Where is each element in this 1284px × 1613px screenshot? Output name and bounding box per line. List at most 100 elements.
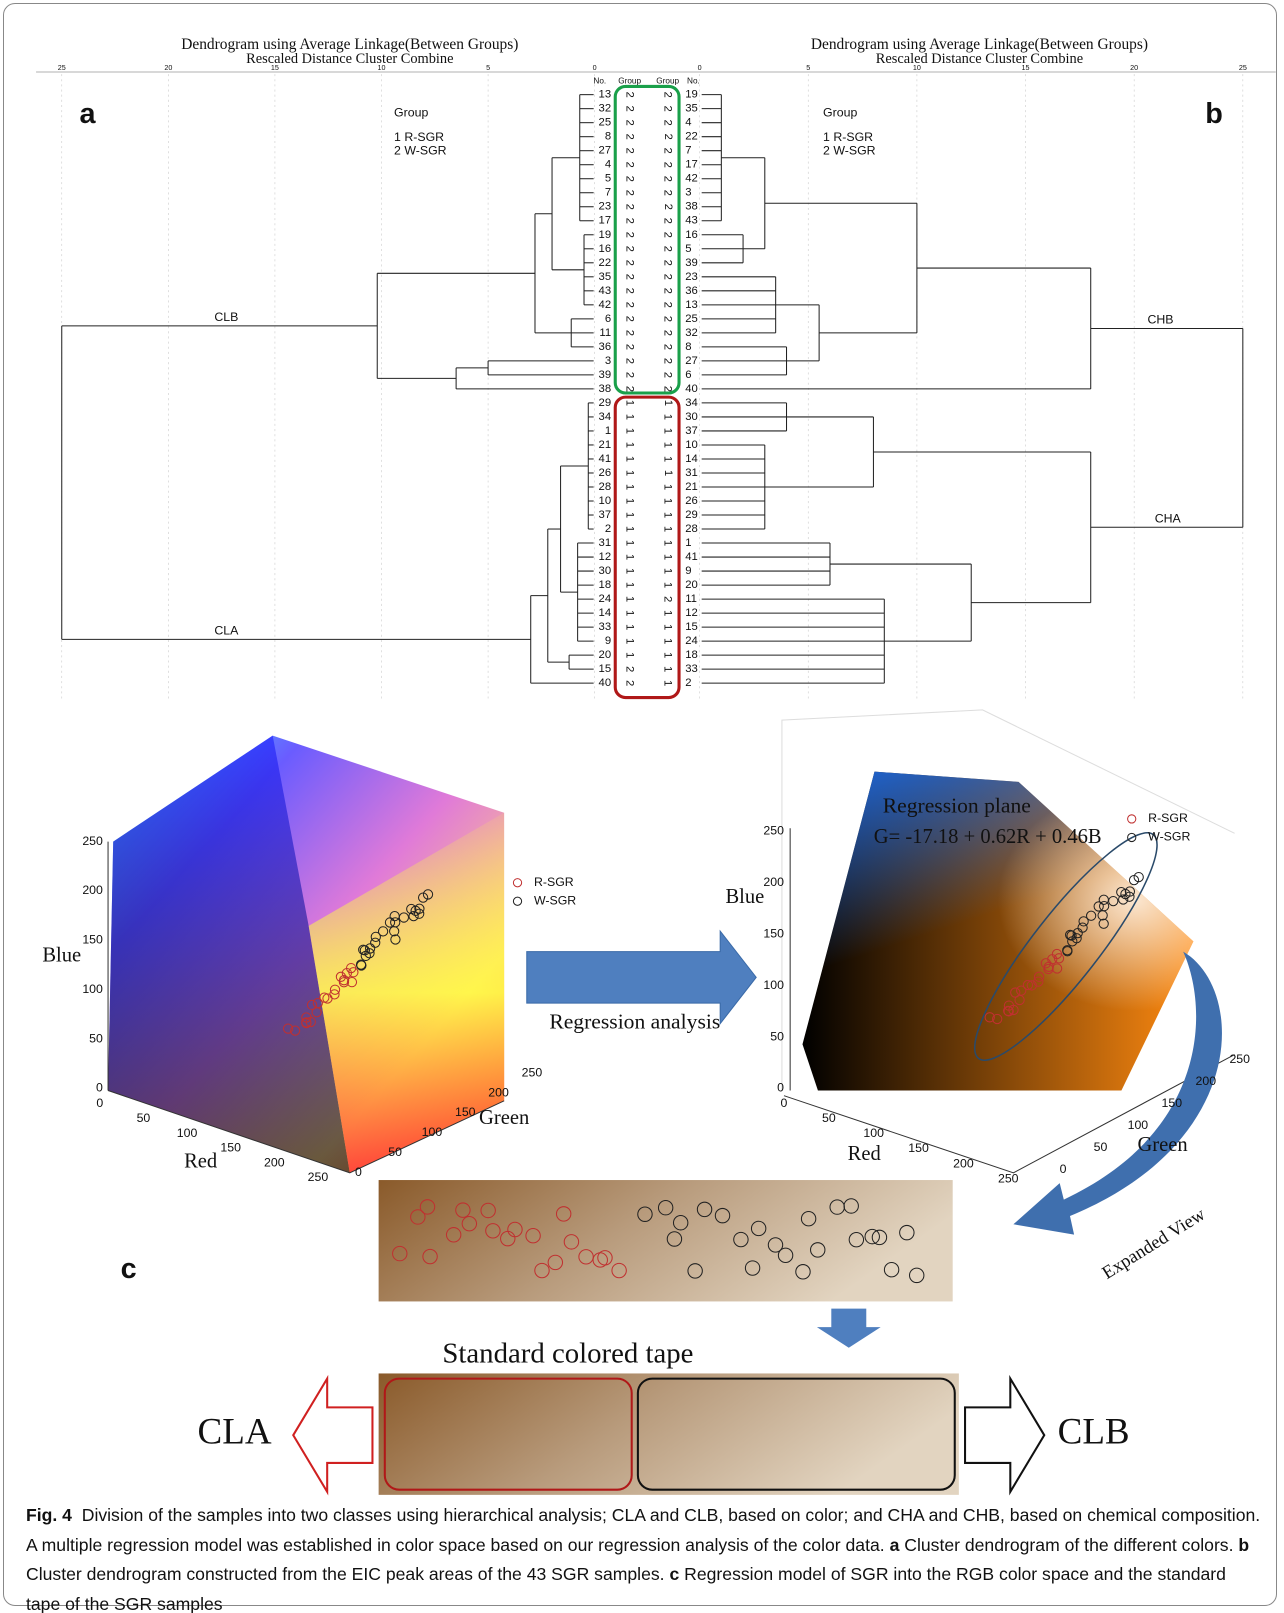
sample-number: 32 — [599, 103, 612, 115]
group-code: 1 — [624, 414, 636, 420]
legend-entry: R-SGR — [1148, 811, 1188, 825]
sample-number: 22 — [685, 131, 698, 143]
sample-number: 16 — [599, 243, 612, 255]
sample-number: 15 — [685, 621, 698, 633]
group-code: 2 — [624, 134, 636, 140]
legend-title: Group — [823, 105, 857, 119]
group-code: 2 — [624, 330, 636, 336]
group-code: 1 — [624, 652, 636, 658]
tick-label: 250 — [1229, 1052, 1250, 1066]
sample-number: 1 — [685, 537, 691, 549]
axis-tick-label: 0 — [593, 63, 597, 72]
sample-number: 34 — [685, 397, 698, 409]
tick-label: 200 — [488, 1085, 509, 1099]
sample-number: 15 — [599, 663, 612, 675]
axis-tick-label: 10 — [913, 63, 921, 72]
sample-number: 12 — [599, 551, 612, 563]
tick-label: 200 — [1195, 1074, 1216, 1088]
tick-label: 150 — [1162, 1096, 1183, 1110]
group-code: 1 — [624, 470, 636, 476]
sample-number: 18 — [685, 649, 698, 661]
legend-marker — [513, 879, 521, 887]
group-code: 1 — [662, 512, 674, 518]
tick-label: 150 — [220, 1141, 241, 1155]
sample-number: 30 — [599, 565, 612, 577]
sample-number: 7 — [605, 187, 611, 199]
axis-tick-label: 5 — [806, 63, 810, 72]
tick-label: 250 — [522, 1065, 543, 1079]
group-code: 2 — [662, 302, 674, 308]
class-label: CLB — [1058, 1412, 1130, 1453]
group-code: 2 — [662, 274, 674, 280]
tick-label: 250 — [308, 1170, 329, 1184]
group-code: 2 — [624, 120, 636, 126]
sample-number: 11 — [599, 327, 611, 339]
group-code: 2 — [662, 386, 674, 392]
sample-number: 19 — [599, 229, 612, 241]
tick-label: 0 — [355, 1165, 362, 1179]
legend-marker — [513, 897, 521, 905]
sample-number: 38 — [685, 201, 698, 213]
group-code: 2 — [662, 288, 674, 294]
caption-ref: c — [669, 1564, 679, 1584]
tick-label: 150 — [455, 1105, 476, 1119]
axis-label: Green — [479, 1107, 529, 1129]
group-code: 2 — [624, 372, 636, 378]
axis-label: Blue — [725, 886, 764, 908]
sample-number: 6 — [605, 313, 611, 325]
group-code: 1 — [662, 442, 674, 448]
group-code: 2 — [662, 358, 674, 364]
sample-number: 9 — [685, 565, 691, 577]
group-code: 2 — [624, 316, 636, 322]
sample-number: 18 — [599, 579, 612, 591]
sample-number: 25 — [685, 313, 698, 325]
panel-letter: c — [121, 1253, 137, 1285]
group-code: 2 — [662, 246, 674, 252]
group-code: 2 — [624, 666, 636, 672]
tick-label: 0 — [777, 1081, 784, 1095]
tick-label: 200 — [264, 1155, 285, 1169]
group-code: 1 — [624, 638, 636, 644]
group-code: 1 — [624, 442, 636, 448]
sample-number: 35 — [599, 271, 612, 283]
sample-number: 5 — [605, 173, 611, 185]
caption-text: Cluster dendrogram of the different colo… — [904, 1535, 1233, 1555]
tick-label: 250 — [763, 824, 784, 838]
group-code: 2 — [624, 246, 636, 252]
column-header: Group — [618, 76, 641, 85]
legend-entry: W-SGR — [1148, 830, 1190, 844]
axis-tick-label: 15 — [271, 63, 279, 72]
group-code: 1 — [624, 428, 636, 434]
sample-number: 26 — [685, 495, 698, 507]
figure: Dendrogram using Average Linkage(Between… — [0, 0, 1284, 1500]
sample-number: 1 — [605, 425, 611, 437]
group-code: 2 — [624, 680, 636, 686]
sample-number: 37 — [685, 425, 698, 437]
axis-label: Blue — [42, 945, 81, 967]
cluster-label: CHB — [1148, 313, 1174, 327]
group-code: 1 — [662, 428, 674, 434]
sample-number: 37 — [599, 509, 612, 521]
sample-number: 21 — [685, 481, 698, 493]
sample-number: 8 — [685, 341, 691, 353]
group-code: 2 — [624, 204, 636, 210]
sample-number: 14 — [685, 453, 698, 465]
group-code: 2 — [662, 260, 674, 266]
group-code: 1 — [662, 610, 674, 616]
tick-label: 150 — [763, 926, 784, 940]
sample-number: 28 — [685, 523, 698, 535]
plane-equation: G= -17.18 + 0.62R + 0.46B — [874, 826, 1102, 848]
group-code: 2 — [624, 274, 636, 280]
group-code: 2 — [624, 92, 636, 98]
sample-number: 10 — [685, 439, 698, 451]
tick-label: 100 — [1128, 1118, 1149, 1132]
class-label: CLA — [198, 1412, 272, 1453]
sample-number: 8 — [605, 131, 611, 143]
group-code: 1 — [662, 554, 674, 560]
tick-label: 150 — [908, 1141, 929, 1155]
group-code: 1 — [624, 554, 636, 560]
column-header: Group — [656, 76, 679, 85]
group-code: 1 — [624, 400, 636, 406]
tick-label: 50 — [388, 1145, 402, 1159]
legend-entry: 2 W-SGR — [394, 144, 447, 158]
